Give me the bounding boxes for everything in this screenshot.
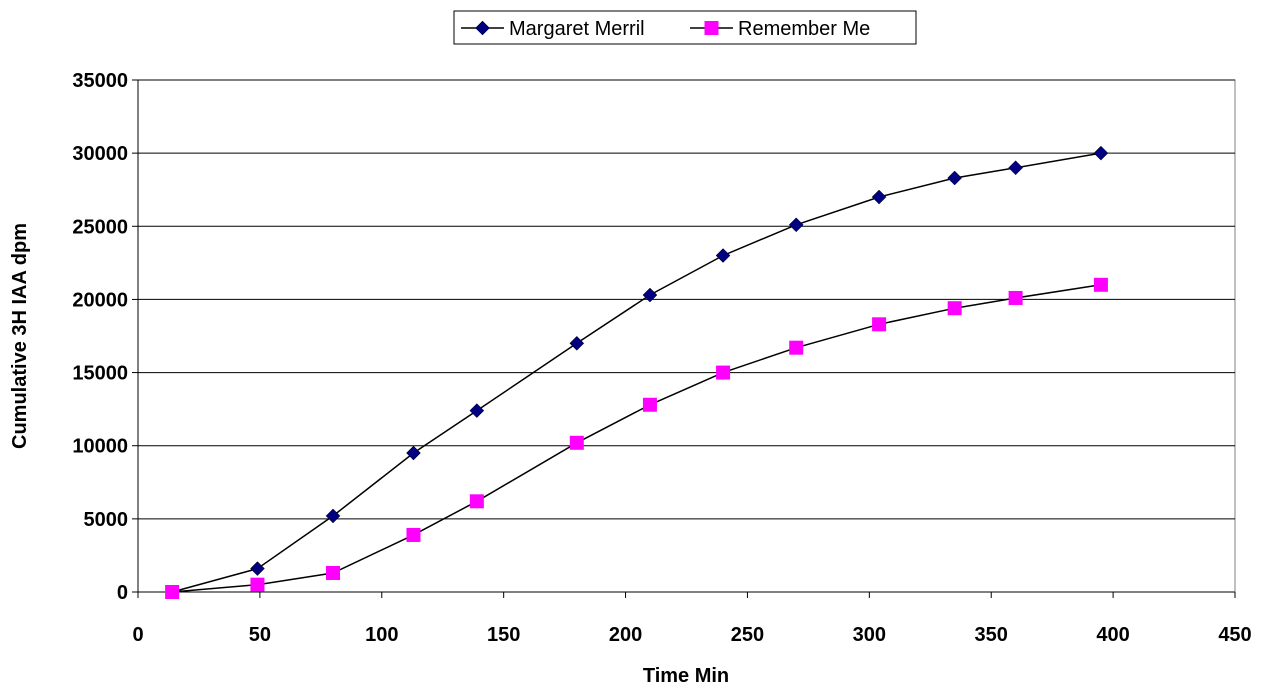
plot-area [137,79,1236,593]
data-point-square [716,365,731,380]
y-tick-label: 35000 [72,70,128,92]
legend: Margaret Merril Remember Me [453,10,917,45]
data-point-diamond [715,248,731,263]
data-point-square [165,585,180,599]
x-tick-label: 350 [975,624,1008,646]
x-tick-label: 200 [609,624,642,646]
data-point-diamond [250,561,265,576]
x-tick-label: 300 [853,624,886,646]
x-tick-label: 450 [1218,624,1251,646]
data-point-square [469,494,484,509]
gridlines [138,79,1235,520]
data-point-diamond [642,287,658,303]
legend-item-margaret-merril: Margaret Merril [461,18,645,40]
y-tick-label: 20000 [72,289,128,311]
data-point-diamond [947,170,963,186]
x-tick-label: 400 [1096,624,1129,646]
data-point-square [406,527,421,542]
y-tick-label: 30000 [72,143,128,165]
data-point-diamond [406,445,421,461]
x-axis-title: Time Min [643,665,729,687]
legend-label-remember-me: Remember Me [738,18,870,40]
data-point-diamond [469,403,485,418]
x-tick-label: 0 [132,624,143,646]
legend-item-remember-me: Remember Me [690,18,870,40]
y-tick-label: 5000 [84,509,129,531]
x-axis: 0 50 100 150 200 250 300 350 400 450 [132,591,1252,646]
data-point-square [326,565,341,580]
y-tick-label: 25000 [72,216,128,238]
x-tick-label: 150 [487,624,520,646]
data-point-square [569,435,584,450]
legend-diamond-marker-icon [475,20,490,36]
data-point-diamond [569,335,585,351]
data-point-diamond [325,508,341,524]
x-tick-label: 250 [731,624,764,646]
data-point-square [872,317,887,332]
data-point-diamond [1093,145,1109,161]
series-remember-me [165,277,1108,599]
data-point-diamond [1008,160,1023,176]
y-tick-label: 0 [117,582,128,604]
y-tick-label: 15000 [72,363,128,385]
legend-square-marker-icon [704,21,719,35]
data-point-square [947,301,962,316]
legend-label-margaret-merril: Margaret Merril [509,18,645,40]
data-point-square [250,577,265,592]
series-layer [164,145,1109,600]
legend-box [453,10,917,45]
data-point-square [789,340,804,355]
data-point-square [1093,277,1108,292]
x-tick-label: 100 [365,624,398,646]
data-point-square [642,397,657,412]
x-tick-label: 50 [249,624,271,646]
data-point-diamond [788,217,804,233]
data-point-square [1008,290,1023,305]
y-axis-title: Cumulative 3H IAA dpm [9,223,31,449]
y-axis: 0 5000 10000 15000 20000 25000 30000 35000 [72,70,139,604]
data-point-diamond [871,189,887,205]
y-tick-label: 10000 [72,436,128,458]
